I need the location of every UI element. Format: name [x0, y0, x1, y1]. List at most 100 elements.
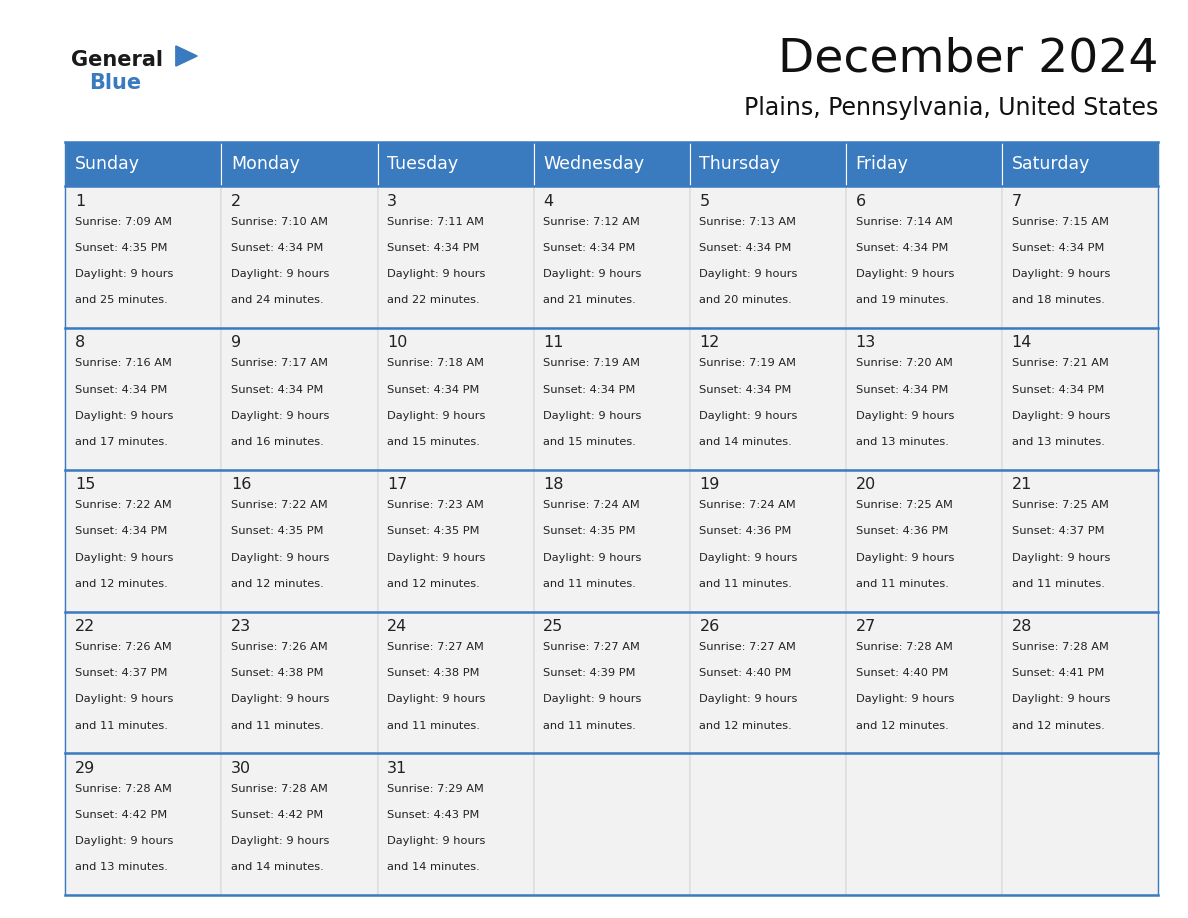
- Text: Daylight: 9 hours: Daylight: 9 hours: [700, 269, 798, 279]
- Text: Daylight: 9 hours: Daylight: 9 hours: [75, 411, 173, 420]
- Text: 2: 2: [230, 194, 241, 208]
- Text: and 20 minutes.: and 20 minutes.: [700, 296, 792, 306]
- Text: Sunset: 4:35 PM: Sunset: 4:35 PM: [230, 526, 323, 536]
- Text: 20: 20: [855, 477, 876, 492]
- Text: Sunrise: 7:09 AM: Sunrise: 7:09 AM: [75, 217, 172, 227]
- Text: Sunrise: 7:28 AM: Sunrise: 7:28 AM: [230, 784, 328, 793]
- Text: Sunset: 4:35 PM: Sunset: 4:35 PM: [387, 526, 480, 536]
- Text: Daylight: 9 hours: Daylight: 9 hours: [543, 411, 642, 420]
- Text: 13: 13: [855, 335, 876, 351]
- Text: Sunrise: 7:14 AM: Sunrise: 7:14 AM: [855, 217, 953, 227]
- Text: Sunset: 4:34 PM: Sunset: 4:34 PM: [387, 385, 480, 395]
- Text: and 12 minutes.: and 12 minutes.: [387, 578, 480, 588]
- Text: and 22 minutes.: and 22 minutes.: [387, 296, 480, 306]
- Text: Daylight: 9 hours: Daylight: 9 hours: [387, 836, 486, 846]
- Text: Sunset: 4:34 PM: Sunset: 4:34 PM: [1012, 243, 1104, 252]
- Text: Sunset: 4:43 PM: Sunset: 4:43 PM: [387, 810, 480, 820]
- Text: Sunrise: 7:12 AM: Sunrise: 7:12 AM: [543, 217, 640, 227]
- Text: and 14 minutes.: and 14 minutes.: [700, 437, 792, 447]
- Text: Sunset: 4:34 PM: Sunset: 4:34 PM: [855, 385, 948, 395]
- Text: Sunrise: 7:17 AM: Sunrise: 7:17 AM: [230, 358, 328, 368]
- Text: Blue: Blue: [89, 73, 141, 94]
- Text: Tuesday: Tuesday: [387, 155, 459, 174]
- Text: 7: 7: [1012, 194, 1022, 208]
- Text: December 2024: December 2024: [778, 37, 1158, 82]
- Text: Daylight: 9 hours: Daylight: 9 hours: [855, 411, 954, 420]
- Text: Sunrise: 7:22 AM: Sunrise: 7:22 AM: [230, 500, 328, 510]
- Text: Sunset: 4:34 PM: Sunset: 4:34 PM: [230, 385, 323, 395]
- Text: Sunrise: 7:13 AM: Sunrise: 7:13 AM: [700, 217, 796, 227]
- Text: Sunset: 4:37 PM: Sunset: 4:37 PM: [75, 668, 168, 678]
- Text: Sunrise: 7:29 AM: Sunrise: 7:29 AM: [387, 784, 484, 793]
- Text: Daylight: 9 hours: Daylight: 9 hours: [230, 411, 329, 420]
- Text: 8: 8: [75, 335, 86, 351]
- Text: 5: 5: [700, 194, 709, 208]
- Text: Daylight: 9 hours: Daylight: 9 hours: [387, 553, 486, 563]
- Text: 11: 11: [543, 335, 564, 351]
- Text: and 16 minutes.: and 16 minutes.: [230, 437, 324, 447]
- Text: Daylight: 9 hours: Daylight: 9 hours: [543, 694, 642, 704]
- Text: Sunset: 4:35 PM: Sunset: 4:35 PM: [543, 526, 636, 536]
- Text: 16: 16: [230, 477, 252, 492]
- Text: Sunset: 4:34 PM: Sunset: 4:34 PM: [230, 243, 323, 252]
- Text: Sunrise: 7:22 AM: Sunrise: 7:22 AM: [75, 500, 171, 510]
- Text: Saturday: Saturday: [1012, 155, 1091, 174]
- Text: Sunset: 4:39 PM: Sunset: 4:39 PM: [543, 668, 636, 678]
- Text: Sunset: 4:41 PM: Sunset: 4:41 PM: [1012, 668, 1104, 678]
- Text: 24: 24: [387, 619, 407, 634]
- Text: Daylight: 9 hours: Daylight: 9 hours: [387, 269, 486, 279]
- Text: 15: 15: [75, 477, 95, 492]
- Text: and 11 minutes.: and 11 minutes.: [855, 578, 948, 588]
- Text: 25: 25: [543, 619, 563, 634]
- Text: Sunrise: 7:28 AM: Sunrise: 7:28 AM: [1012, 642, 1108, 652]
- Text: Friday: Friday: [855, 155, 909, 174]
- Text: Daylight: 9 hours: Daylight: 9 hours: [700, 411, 798, 420]
- Text: Monday: Monday: [230, 155, 299, 174]
- Text: and 11 minutes.: and 11 minutes.: [387, 721, 480, 731]
- Text: Sunset: 4:36 PM: Sunset: 4:36 PM: [855, 526, 948, 536]
- Text: 9: 9: [230, 335, 241, 351]
- Text: 18: 18: [543, 477, 564, 492]
- Text: 19: 19: [700, 477, 720, 492]
- Text: and 24 minutes.: and 24 minutes.: [230, 296, 323, 306]
- Text: Daylight: 9 hours: Daylight: 9 hours: [855, 553, 954, 563]
- Text: Sunrise: 7:19 AM: Sunrise: 7:19 AM: [700, 358, 796, 368]
- Text: Plains, Pennsylvania, United States: Plains, Pennsylvania, United States: [744, 96, 1158, 120]
- Text: Daylight: 9 hours: Daylight: 9 hours: [543, 269, 642, 279]
- Text: Daylight: 9 hours: Daylight: 9 hours: [1012, 269, 1110, 279]
- Text: Sunset: 4:42 PM: Sunset: 4:42 PM: [75, 810, 168, 820]
- Text: Sunrise: 7:20 AM: Sunrise: 7:20 AM: [855, 358, 953, 368]
- Text: and 21 minutes.: and 21 minutes.: [543, 296, 636, 306]
- Text: Sunrise: 7:23 AM: Sunrise: 7:23 AM: [387, 500, 484, 510]
- Text: and 11 minutes.: and 11 minutes.: [543, 578, 636, 588]
- Text: Daylight: 9 hours: Daylight: 9 hours: [1012, 694, 1110, 704]
- Text: and 13 minutes.: and 13 minutes.: [75, 862, 168, 872]
- Text: Daylight: 9 hours: Daylight: 9 hours: [387, 411, 486, 420]
- Text: Sunset: 4:42 PM: Sunset: 4:42 PM: [230, 810, 323, 820]
- Text: Sunrise: 7:16 AM: Sunrise: 7:16 AM: [75, 358, 172, 368]
- Text: and 15 minutes.: and 15 minutes.: [543, 437, 636, 447]
- Text: and 12 minutes.: and 12 minutes.: [75, 578, 168, 588]
- Text: Sunset: 4:40 PM: Sunset: 4:40 PM: [700, 668, 791, 678]
- Text: Sunrise: 7:27 AM: Sunrise: 7:27 AM: [700, 642, 796, 652]
- Text: 4: 4: [543, 194, 554, 208]
- Text: Thursday: Thursday: [700, 155, 781, 174]
- Text: Daylight: 9 hours: Daylight: 9 hours: [230, 553, 329, 563]
- Text: Sunrise: 7:27 AM: Sunrise: 7:27 AM: [543, 642, 640, 652]
- Text: 31: 31: [387, 761, 407, 776]
- Text: Sunrise: 7:25 AM: Sunrise: 7:25 AM: [1012, 500, 1108, 510]
- Text: 23: 23: [230, 619, 251, 634]
- Text: Sunrise: 7:28 AM: Sunrise: 7:28 AM: [855, 642, 953, 652]
- Text: Sunset: 4:36 PM: Sunset: 4:36 PM: [700, 526, 791, 536]
- Text: Daylight: 9 hours: Daylight: 9 hours: [230, 694, 329, 704]
- Text: Daylight: 9 hours: Daylight: 9 hours: [855, 694, 954, 704]
- Text: 3: 3: [387, 194, 397, 208]
- Text: Sunset: 4:34 PM: Sunset: 4:34 PM: [75, 526, 168, 536]
- Text: Sunrise: 7:15 AM: Sunrise: 7:15 AM: [1012, 217, 1108, 227]
- Text: Sunrise: 7:24 AM: Sunrise: 7:24 AM: [543, 500, 640, 510]
- Text: Sunrise: 7:21 AM: Sunrise: 7:21 AM: [1012, 358, 1108, 368]
- Text: Sunset: 4:34 PM: Sunset: 4:34 PM: [387, 243, 480, 252]
- Text: Daylight: 9 hours: Daylight: 9 hours: [75, 836, 173, 846]
- Text: General: General: [71, 50, 163, 71]
- Text: 17: 17: [387, 477, 407, 492]
